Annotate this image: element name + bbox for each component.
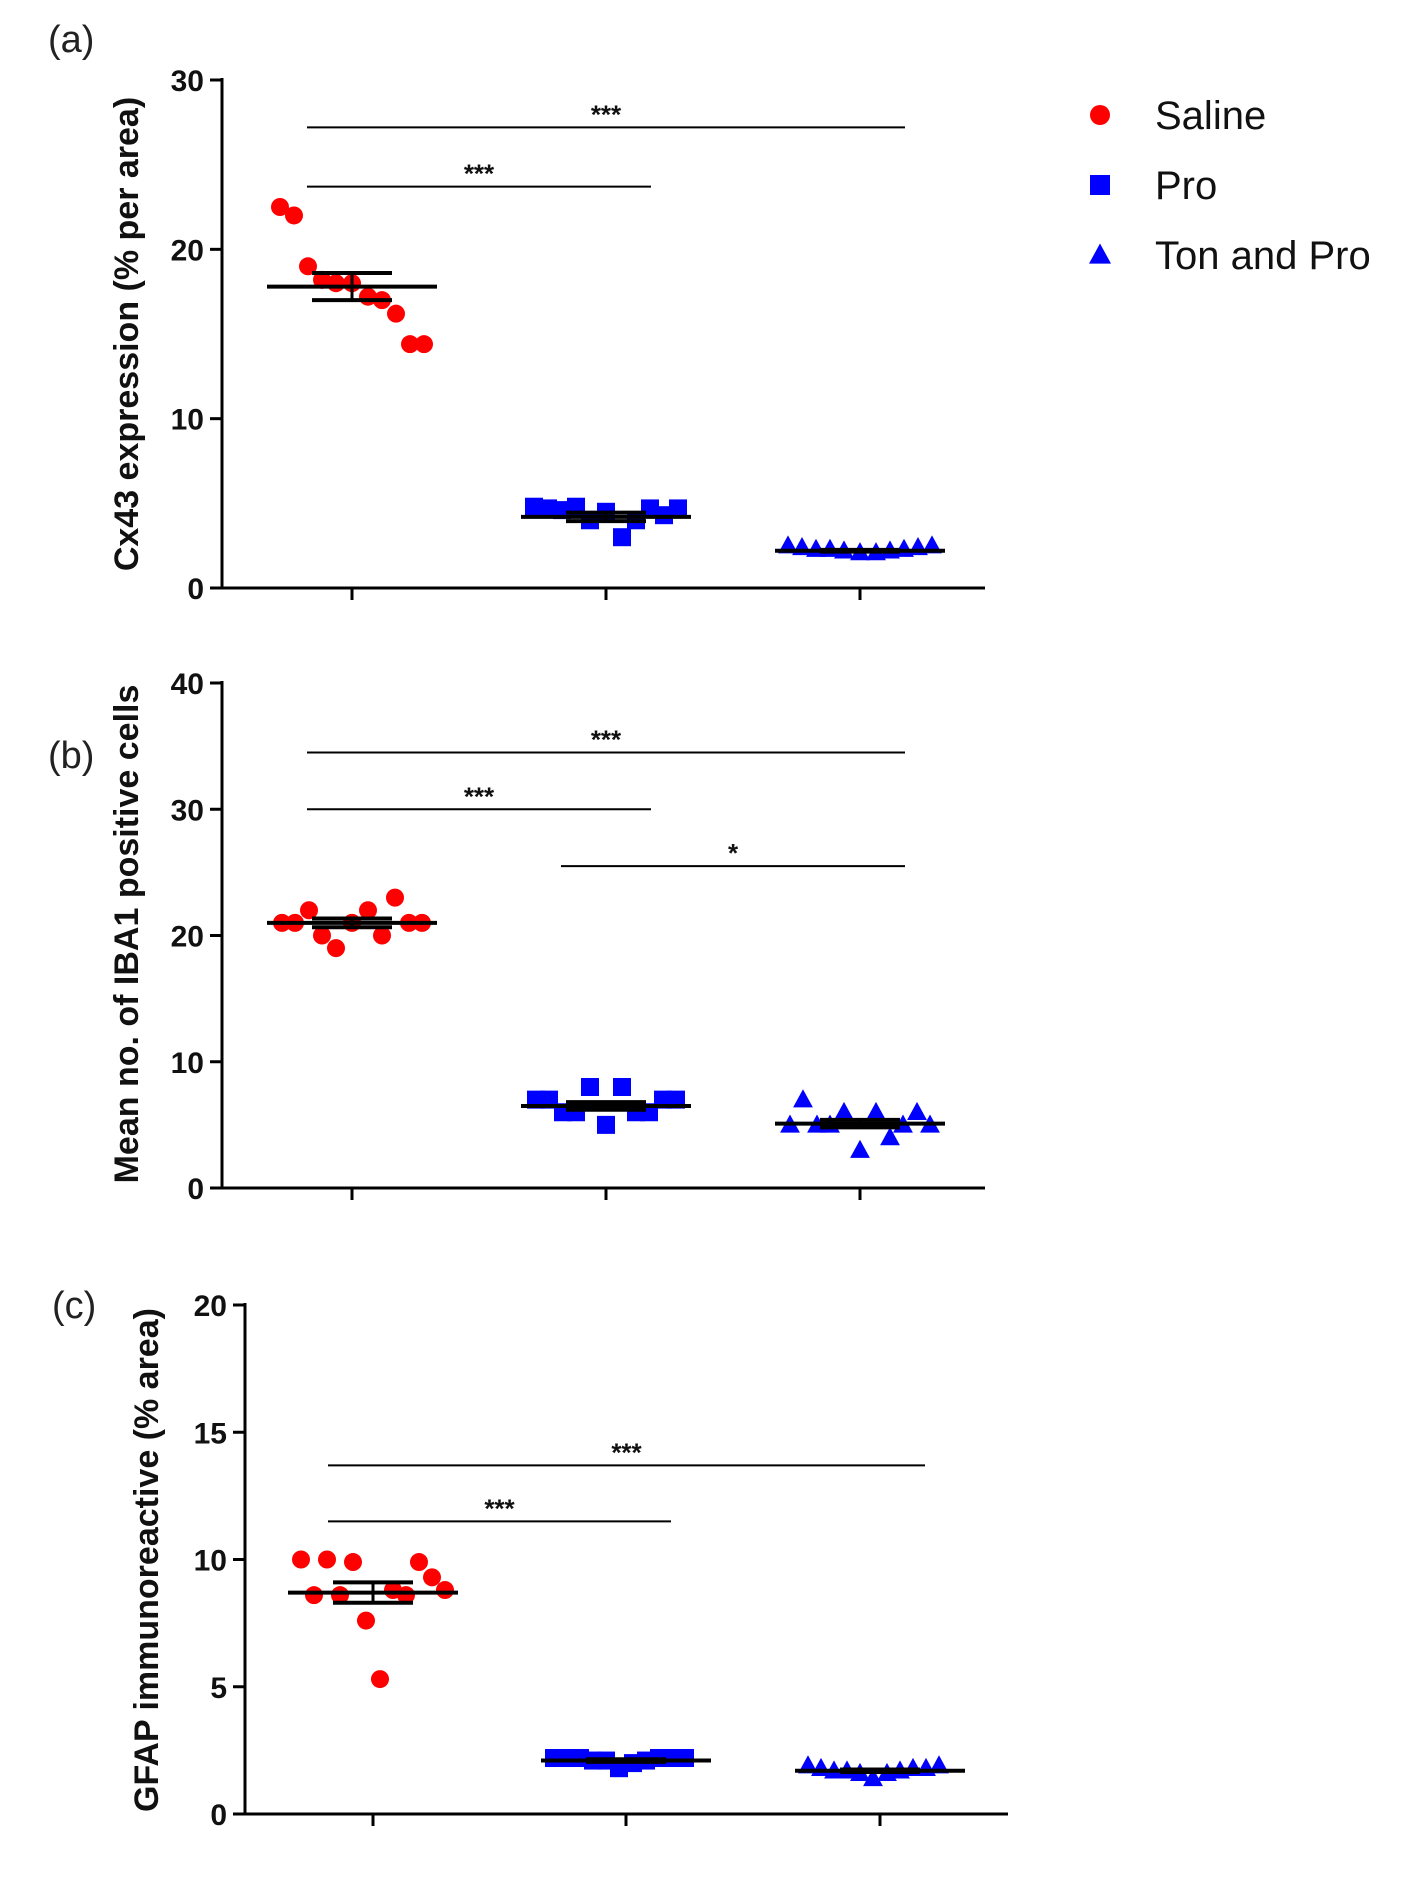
data-point-pro <box>581 1078 599 1096</box>
data-point-pro <box>613 1078 631 1096</box>
panel-label: (b) <box>48 735 94 777</box>
data-point-pro <box>525 497 543 516</box>
y-tick-label: 15 <box>194 1417 227 1450</box>
data-point-saline <box>318 1550 336 1569</box>
legend: Saline Pro Ton and Pro <box>1089 94 1371 278</box>
legend-marker-ton-and-pro <box>1089 243 1111 264</box>
data-point-saline <box>357 1611 375 1630</box>
data-point-ton-and-pro <box>863 1768 883 1787</box>
data-point-pro <box>539 499 557 518</box>
data-point-ton-and-pro <box>793 1089 813 1108</box>
panel-a: 0 10 20 30 Cx43 expression (% per area) (a) **… <box>48 19 985 606</box>
data-point-saline <box>371 1670 389 1689</box>
data-point-saline <box>344 1553 362 1572</box>
data-point-ton-and-pro <box>880 1127 900 1146</box>
data-point-pro <box>613 528 631 547</box>
data-point-saline <box>423 1568 441 1587</box>
data-point-saline <box>386 888 404 907</box>
data-point-ton-and-pro <box>850 1139 870 1158</box>
data-point-saline <box>285 206 303 225</box>
legend-marker-saline <box>1090 105 1110 125</box>
panel-label: (a) <box>48 19 94 61</box>
data-point-saline <box>271 198 289 216</box>
legend-marker-pro <box>1090 175 1110 195</box>
data-point-saline <box>373 926 391 945</box>
y-tick-label: 40 <box>171 668 204 701</box>
significance-label: *** <box>591 99 622 129</box>
y-tick-label: 5 <box>210 1672 227 1705</box>
data-point-ton-and-pro <box>834 1101 854 1121</box>
data-point-pro <box>676 1749 694 1768</box>
y-tick-label: 30 <box>171 65 204 98</box>
data-point-pro <box>597 1115 615 1134</box>
y-tick-label: 20 <box>194 1290 227 1323</box>
legend-label: Ton and Pro <box>1155 234 1371 278</box>
y-tick-label: 10 <box>171 404 204 437</box>
data-point-saline <box>305 1586 323 1605</box>
data-point-saline <box>299 257 317 276</box>
y-axis-label: Mean no. of IBA1 positive cells <box>108 685 146 1184</box>
y-tick-label: 0 <box>187 573 204 606</box>
data-point-pro <box>669 499 687 518</box>
y-axis-label: Cx43 expression (% per area) <box>108 97 146 571</box>
data-point-saline <box>359 901 377 920</box>
data-point-saline <box>327 274 345 293</box>
data-point-saline <box>415 335 433 354</box>
data-point-saline <box>401 335 419 354</box>
significance-label: *** <box>484 1493 515 1523</box>
panel-label: (c) <box>52 1285 96 1327</box>
data-point-saline <box>292 1550 310 1569</box>
significance-label: *** <box>464 159 495 189</box>
data-point-ton-and-pro <box>866 1101 886 1121</box>
data-point-saline <box>313 270 331 289</box>
significance-label: *** <box>464 781 495 811</box>
data-point-saline <box>300 901 318 920</box>
data-point-saline <box>436 1581 454 1600</box>
y-tick-label: 0 <box>187 1173 204 1206</box>
significance-label: *** <box>591 724 622 754</box>
y-axis-label: GFAP immunoreactive (% area) <box>128 1308 166 1812</box>
data-point-saline <box>410 1553 428 1572</box>
data-point-saline <box>313 926 331 945</box>
significance-label: *** <box>611 1437 642 1467</box>
panel-c: 0 5 10 15 20 GFAP immunoreactive (% area) (c) *… <box>52 1285 1008 1832</box>
data-point-saline <box>387 304 405 323</box>
significance-label: * <box>728 838 739 868</box>
y-tick-label: 0 <box>210 1799 227 1832</box>
legend-label: Pro <box>1155 164 1217 208</box>
y-tick-label: 30 <box>171 794 204 827</box>
legend-label: Saline <box>1155 94 1266 138</box>
y-tick-label: 20 <box>171 234 204 267</box>
data-point-saline <box>327 939 345 958</box>
data-point-ton-and-pro <box>907 1101 927 1121</box>
y-tick-label: 10 <box>171 1047 204 1080</box>
panel-b: 0 10 20 30 40 Mean no. of IBA1 positive cells… <box>48 668 985 1206</box>
y-tick-label: 10 <box>194 1545 227 1578</box>
y-tick-label: 20 <box>171 921 204 954</box>
